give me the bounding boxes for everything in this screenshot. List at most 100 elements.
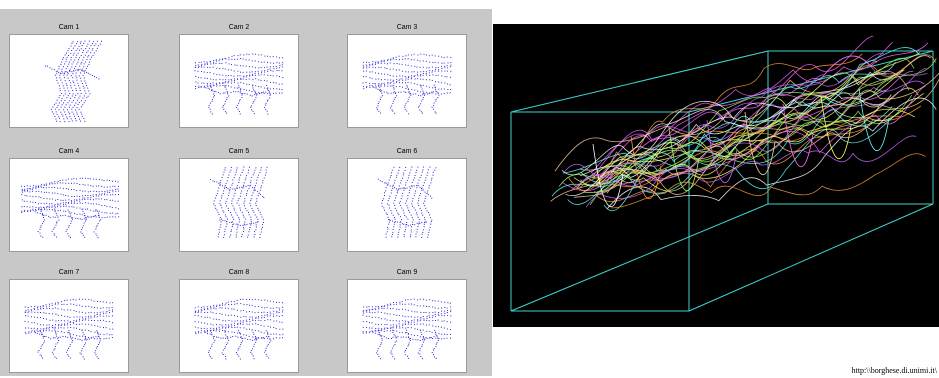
marker-point [267, 333, 269, 335]
marker-point [64, 106, 66, 108]
marker-point [422, 316, 424, 317]
marker-point [42, 335, 44, 337]
marker-point [384, 79, 386, 80]
marker-point [54, 74, 56, 76]
marker-point [421, 346, 423, 348]
marker-point [67, 322, 69, 324]
marker-point [369, 64, 371, 66]
marker-point [27, 321, 29, 323]
marker-point [399, 82, 401, 84]
marker-point [85, 305, 87, 307]
marker-point [69, 104, 71, 106]
marker-point [83, 87, 85, 89]
marker-point [46, 308, 48, 310]
marker-point [267, 69, 269, 71]
marker-point [394, 344, 396, 346]
marker-point [372, 63, 374, 65]
marker-point [418, 197, 420, 199]
marker-point [421, 189, 423, 191]
marker-point [57, 82, 59, 84]
marker-point [420, 356, 422, 357]
marker-point [231, 320, 233, 322]
marker-point [260, 214, 262, 216]
marker-point [428, 229, 430, 231]
marker-point [450, 57, 452, 59]
marker-point [218, 319, 220, 321]
marker-point [60, 327, 62, 329]
marker-point [81, 232, 83, 234]
marker-point [82, 211, 84, 213]
marker-point [414, 209, 416, 211]
marker-point [75, 311, 77, 312]
camera-view: Cam 7 [9, 268, 129, 378]
marker-point [362, 314, 364, 316]
marker-point [396, 75, 398, 77]
marker-point [224, 86, 226, 88]
camera-frame [9, 279, 129, 373]
marker-point [54, 181, 56, 183]
marker-point [43, 330, 45, 332]
marker-point [38, 350, 40, 351]
marker-point [242, 71, 244, 73]
marker-point [378, 101, 380, 103]
marker-point [435, 337, 437, 339]
marker-point [397, 172, 399, 174]
marker-point [405, 77, 407, 79]
marker-point [239, 332, 241, 334]
marker-point [427, 234, 429, 236]
marker-point [30, 316, 32, 318]
marker-point [279, 57, 280, 59]
marker-point [422, 98, 424, 100]
marker-point [219, 78, 221, 80]
marker-point [443, 327, 445, 329]
marker-point [38, 203, 39, 205]
marker-point [267, 87, 269, 89]
marker-point [249, 298, 250, 300]
marker-point [207, 86, 209, 87]
marker-point [245, 65, 247, 67]
marker-point [267, 74, 269, 76]
marker-point [421, 222, 423, 224]
marker-point [109, 334, 111, 336]
marker-point [218, 187, 220, 189]
marker-point [449, 302, 451, 304]
marker-point [77, 52, 79, 54]
marker-point [211, 345, 213, 347]
marker-point [246, 71, 248, 73]
marker-point [433, 108, 435, 110]
marker-point [70, 52, 72, 54]
marker-point [276, 75, 278, 77]
marker-point [394, 218, 396, 220]
marker-point [281, 311, 283, 313]
marker-point [450, 306, 452, 308]
marker-point [396, 69, 397, 71]
marker-point [56, 222, 58, 224]
marker-point [255, 85, 257, 87]
marker-point [43, 191, 45, 193]
marker-point [61, 314, 62, 316]
marker-point [425, 312, 427, 313]
marker-point [446, 76, 448, 78]
marker-point [399, 327, 401, 329]
marker-point [389, 313, 391, 315]
marker-point [72, 218, 73, 220]
marker-point [112, 212, 114, 214]
marker-point [67, 71, 68, 73]
marker-point [435, 100, 437, 102]
marker-point [269, 342, 271, 344]
marker-point [230, 231, 232, 232]
marker-point [374, 329, 376, 331]
marker-point [379, 99, 381, 100]
marker-point [377, 350, 379, 352]
marker-point [435, 326, 437, 328]
marker-point [70, 215, 72, 217]
marker-point [46, 207, 48, 209]
marker-point [206, 78, 208, 79]
marker-point [76, 79, 78, 81]
marker-point [398, 169, 400, 171]
marker-point [252, 73, 254, 75]
marker-point [405, 216, 407, 218]
marker-point [54, 226, 56, 228]
trajectory-canvas [510, 35, 939, 312]
marker-point [441, 307, 443, 309]
